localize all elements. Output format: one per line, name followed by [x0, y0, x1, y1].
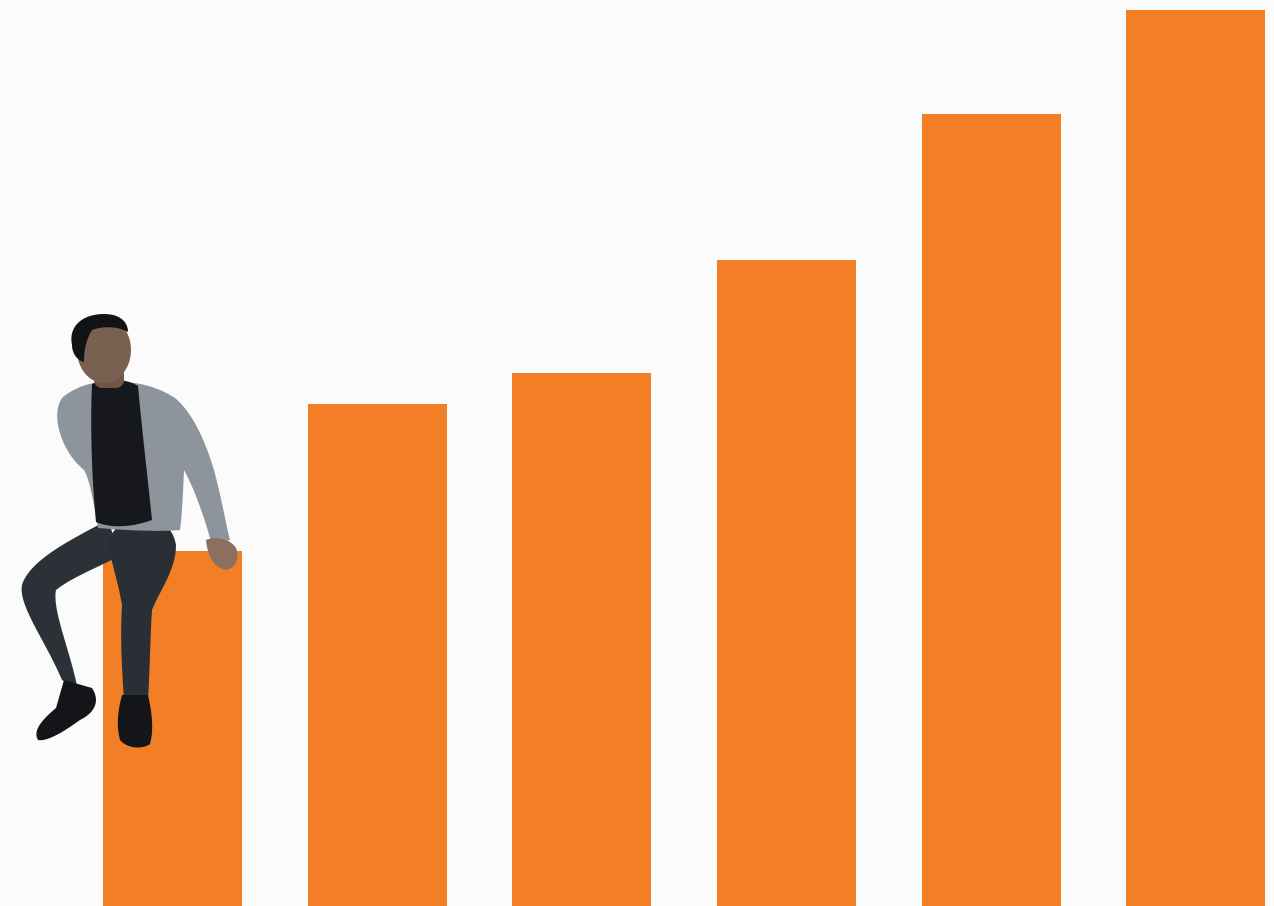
- person-shirt: [91, 379, 152, 527]
- bar-2: [308, 404, 447, 906]
- bar-4: [717, 260, 856, 906]
- person-right-shoe: [117, 695, 153, 748]
- person-head: [77, 317, 131, 383]
- bar-3: [512, 373, 651, 906]
- person-left-leg: [21, 520, 121, 690]
- person-hair: [71, 314, 128, 362]
- person-left-shoe: [36, 680, 96, 741]
- bar-5: [922, 114, 1061, 906]
- person-hand: [206, 538, 238, 570]
- person-right-leg: [108, 520, 176, 700]
- bar-6: [1126, 10, 1265, 906]
